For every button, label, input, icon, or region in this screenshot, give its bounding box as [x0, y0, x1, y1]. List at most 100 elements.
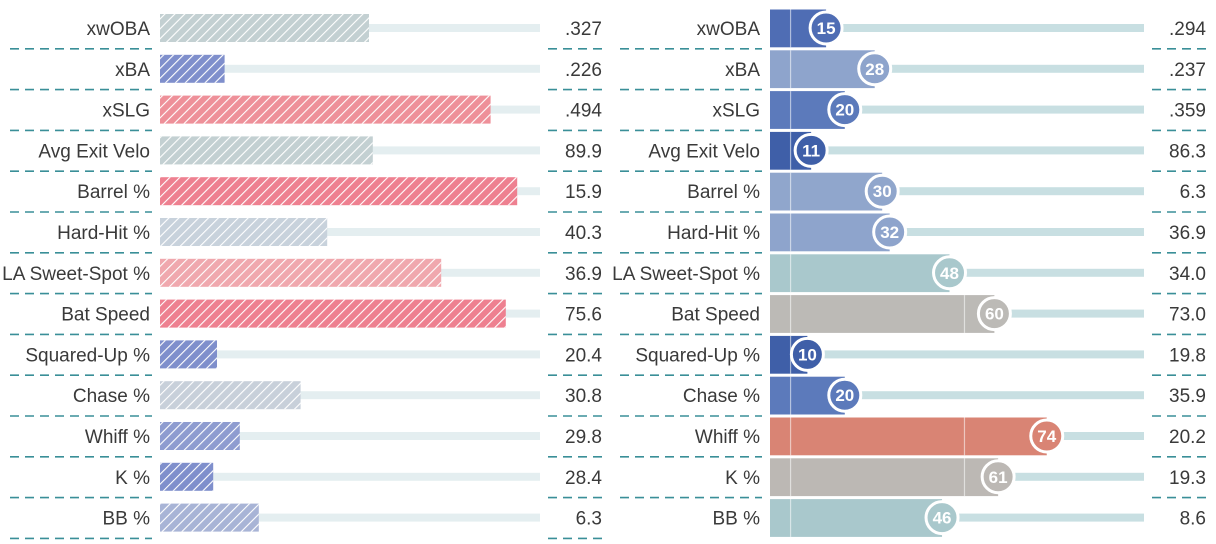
right-percentile-panel: 15 xwOBA .294 28 xBA .237 20 xSLG .359 11 Avg Exit… — [612, 9, 1210, 537]
left-label-whiff: Whiff % — [85, 427, 150, 448]
right-bar-barrel — [770, 172, 883, 211]
left-bar-hatch-la-sweet-spot — [160, 258, 442, 287]
left-label-la-sweet-spot: LA Sweet-Spot % — [2, 264, 150, 285]
right-label-avg-exit-velo: Avg Exit Velo — [648, 141, 760, 162]
right-row-k: 61 K % 19.3 — [620, 458, 1210, 499]
left-value-avg-exit-velo: 89.9 — [565, 141, 602, 162]
left-bar-hatch-barrel — [160, 177, 518, 206]
left-row-k: K % 28.4 — [10, 462, 604, 499]
right-track-chase — [770, 391, 1144, 400]
left-row-hard-hit: Hard-Hit % 40.3 — [10, 218, 604, 254]
right-value-la-sweet-spot: 34.0 — [1169, 264, 1206, 285]
left-row-xba: xBA .226 — [10, 54, 604, 91]
left-value-barrel: 15.9 — [565, 182, 602, 203]
right-percentile-label-xba: 28 — [865, 60, 884, 79]
right-label-k: K % — [725, 468, 760, 489]
left-row-squared-up: Squared-Up % 20.4 — [10, 340, 604, 377]
right-percentile-label-bat-speed: 60 — [985, 305, 1004, 324]
right-percentile-marker-hard-hit — [872, 214, 908, 250]
left-bar-hatch-hard-hit — [160, 218, 328, 246]
left-bar-hatch-avg-exit-velo — [160, 136, 373, 165]
right-row-la-sweet-spot: 48 LA Sweet-Spot % 34.0 — [612, 254, 1210, 295]
right-percentile-marker-k — [980, 459, 1016, 495]
left-bar-hatch-whiff — [160, 422, 240, 450]
left-bar-hatch-bat-speed — [160, 299, 506, 328]
right-bar-hard-hit — [770, 213, 890, 252]
right-row-bat-speed: 60 Bat Speed 73.0 — [620, 295, 1210, 336]
left-track-k — [160, 472, 540, 481]
right-label-la-sweet-spot: LA Sweet-Spot % — [612, 264, 760, 285]
left-row-xslg: xSLG .494 — [10, 95, 604, 132]
left-label-squared-up: Squared-Up % — [25, 345, 150, 366]
right-row-xwoba: 15 xwOBA .294 — [620, 9, 1210, 50]
right-bar-whiff — [770, 417, 1047, 456]
right-percentile-label-barrel: 30 — [873, 182, 892, 201]
right-row-squared-up: 10 Squared-Up % 19.8 — [620, 335, 1210, 377]
right-percentile-marker-bb — [924, 500, 960, 536]
left-track-whiff — [160, 432, 540, 440]
left-bar-hatch-xwoba — [160, 14, 369, 42]
right-percentile-marker-whiff — [1029, 418, 1065, 454]
right-percentile-marker-xwoba — [808, 10, 844, 46]
left-label-bat-speed: Bat Speed — [61, 305, 150, 326]
right-label-hard-hit: Hard-Hit % — [667, 223, 760, 244]
left-row-bat-speed: Bat Speed 75.6 — [10, 299, 604, 336]
right-percentile-marker-la-sweet-spot — [932, 255, 968, 291]
right-percentile-label-whiff: 74 — [1037, 427, 1056, 446]
right-label-xwoba: xwOBA — [697, 19, 761, 40]
left-row-chase: Chase % 30.8 — [10, 381, 604, 417]
right-label-bat-speed: Bat Speed — [671, 305, 760, 326]
right-row-whiff: 74 Whiff % 20.2 — [620, 417, 1210, 458]
right-percentile-label-squared-up: 10 — [798, 345, 817, 364]
right-label-chase: Chase % — [683, 386, 760, 407]
right-percentile-marker-squared-up — [789, 336, 825, 372]
right-value-bb: 8.6 — [1180, 509, 1206, 530]
left-value-k: 28.4 — [565, 468, 602, 489]
right-track-hard-hit — [770, 228, 1144, 236]
right-percentile-marker-barrel — [864, 173, 900, 209]
right-track-xwoba — [770, 24, 1144, 32]
left-bar-hatch-squared-up — [160, 340, 217, 369]
right-row-hard-hit: 32 Hard-Hit % 36.9 — [620, 213, 1210, 254]
right-row-xslg: 20 xSLG .359 — [620, 91, 1210, 132]
right-percentile-marker-bat-speed — [976, 296, 1012, 332]
right-bar-la-sweet-spot — [770, 254, 950, 293]
right-percentile-label-avg-exit-velo: 11 — [802, 141, 820, 160]
right-track-avg-exit-velo — [770, 146, 1144, 155]
right-track-squared-up — [770, 350, 1144, 359]
left-value-la-sweet-spot: 36.9 — [565, 264, 602, 285]
right-percentile-label-la-sweet-spot: 48 — [940, 264, 959, 283]
right-row-chase: 20 Chase % 35.9 — [620, 376, 1210, 417]
left-value-xwoba: .327 — [565, 19, 602, 40]
right-value-hard-hit: 36.9 — [1169, 223, 1206, 244]
left-row-avg-exit-velo: Avg Exit Velo 89.9 — [10, 136, 604, 172]
left-value-xslg: .494 — [565, 101, 602, 122]
right-row-bb: 46 BB % 8.6 — [712, 499, 1206, 537]
left-label-bb: BB % — [102, 509, 150, 530]
right-value-barrel: 6.3 — [1180, 182, 1206, 203]
right-bar-bb — [770, 499, 943, 537]
right-percentile-marker-xba — [857, 51, 893, 87]
right-label-bb: BB % — [712, 509, 760, 530]
left-value-bat-speed: 75.6 — [565, 305, 602, 326]
right-percentile-marker-avg-exit-velo — [793, 132, 829, 168]
right-label-xba: xBA — [725, 60, 760, 81]
right-percentile-label-k: 61 — [989, 468, 1008, 487]
left-row-bb: BB % 6.3 — [10, 503, 604, 540]
left-label-xwoba: xwOBA — [87, 19, 151, 40]
left-row-barrel: Barrel % 15.9 — [10, 177, 604, 213]
right-value-whiff: 20.2 — [1169, 427, 1206, 448]
right-bar-bat-speed — [770, 295, 995, 333]
right-label-xslg: xSLG — [712, 101, 760, 122]
right-percentile-marker-chase — [827, 377, 863, 413]
left-track-squared-up — [160, 350, 540, 359]
right-label-barrel: Barrel % — [687, 182, 760, 203]
right-percentile-label-xwoba: 15 — [817, 19, 836, 38]
left-value-xba: .226 — [565, 60, 602, 81]
right-percentile-marker-xslg — [827, 92, 863, 128]
right-percentile-label-xslg: 20 — [835, 101, 854, 120]
left-track-chase — [160, 391, 540, 400]
left-value-chase: 30.8 — [565, 386, 602, 407]
left-bar-hatch-chase — [160, 381, 301, 410]
